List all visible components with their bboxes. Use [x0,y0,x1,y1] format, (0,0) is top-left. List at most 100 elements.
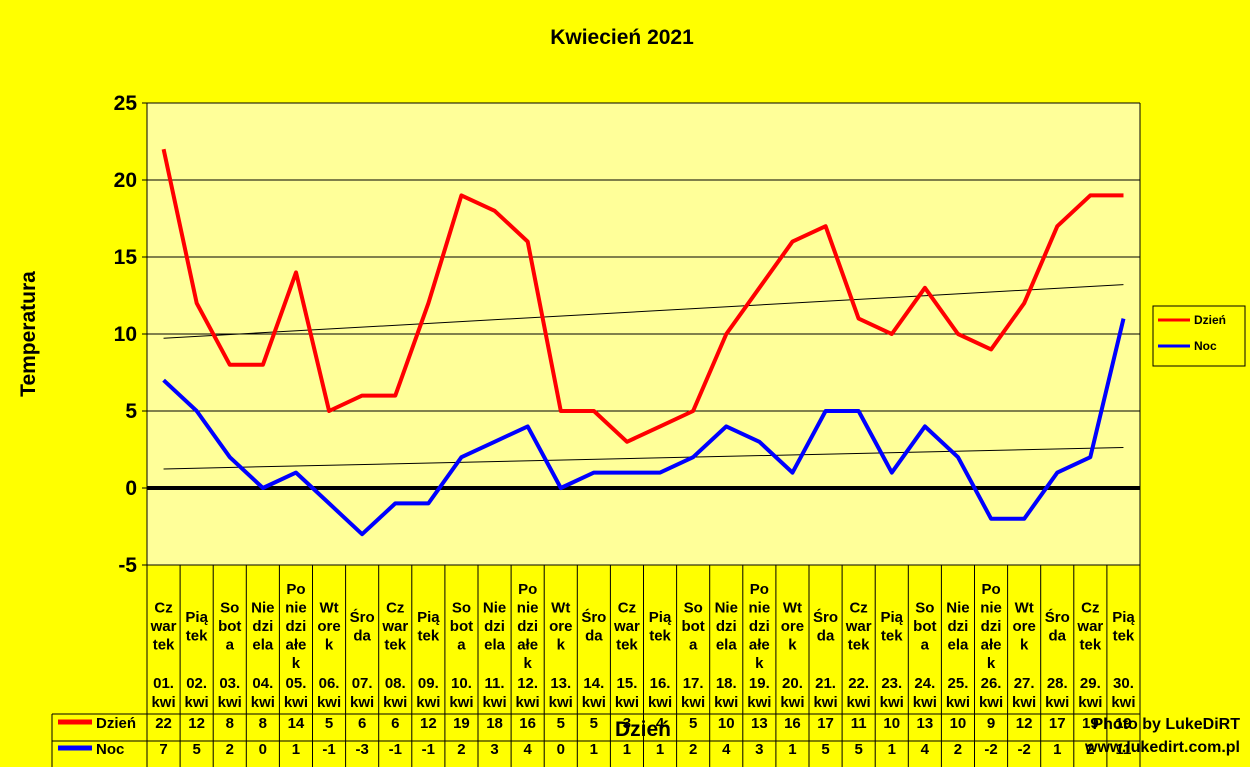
data-label: 4 [921,741,930,758]
x-tick-label-date: 07. [352,675,373,692]
x-tick-label-day: dzi [981,618,1002,635]
data-label: 12 [420,715,437,732]
x-tick-label-date: 08. [385,675,406,692]
x-tick-label-day: Cz [386,600,404,617]
x-tick-label-date: kwi [416,694,440,711]
x-tick-label-day: Po [286,581,305,598]
x-tick-label-date: 24. [914,675,935,692]
x-tick-label-date: 30. [1113,675,1134,692]
x-tick-label-day: ela [484,637,506,654]
data-label: 10 [718,715,735,732]
table-row-label: Dzień [96,715,136,732]
x-tick-label-day: nie [285,600,307,617]
data-label: 16 [784,715,801,732]
chart-title: Kwiecień 2021 [550,26,694,49]
x-tick-label-day: tek [848,637,870,654]
x-tick-label-day: tek [1113,627,1135,644]
x-tick-label-date: 22. [848,675,869,692]
x-tick-label-date: kwi [714,694,738,711]
x-tick-label-day: a [457,637,466,654]
x-tick-label-date: 27. [1014,675,1035,692]
data-label: 8 [226,715,234,732]
x-tick-label-day: Śro [813,608,838,626]
x-tick-label-date: kwi [350,694,374,711]
data-label: -1 [422,741,435,758]
data-label: 8 [259,715,267,732]
x-tick-label-day: Cz [154,600,172,617]
x-tick-label-day: dzi [286,618,307,635]
x-tick-label-day: Nie [483,600,506,617]
x-tick-label-date: kwi [151,694,175,711]
x-tick-label-date: kwi [780,694,804,711]
x-tick-label-date: kwi [1078,694,1102,711]
y-axis-ticks: -5 0 5 10 15 20 25 [114,92,1141,577]
x-tick-label-date: 02. [186,675,207,692]
data-label: 1 [788,741,796,758]
x-tick-label-date: 26. [981,675,1002,692]
data-label: -3 [355,741,368,758]
x-tick-label-date: kwi [284,694,308,711]
x-tick-label-day: Cz [618,600,636,617]
x-tick-label-date: kwi [1012,694,1036,711]
y-tick-label: -5 [118,554,137,577]
trendline [163,446,1124,470]
y-tick-label: 0 [125,477,137,500]
x-tick-label-date: kwi [317,694,341,711]
y-tick-label: 5 [125,400,137,423]
x-tick-label-date: kwi [847,694,871,711]
legend-label: Dzień [1194,313,1226,327]
data-label: 1 [623,741,631,758]
data-label: 1 [888,741,896,758]
x-tick-label-date: 29. [1080,675,1101,692]
x-tick-label-day: war [845,618,872,635]
x-tick-label-day: Śro [581,608,606,626]
data-label: -2 [984,741,997,758]
x-tick-label-date: kwi [449,694,473,711]
x-tick-label-date: 05. [286,675,307,692]
data-label: 5 [325,715,333,732]
data-label: 2 [689,741,697,758]
x-tick-label-day: ałe [286,637,307,654]
x-tick-label-day: Pią [880,609,903,626]
data-label: 5 [192,741,200,758]
data-label: 22 [155,715,172,732]
x-tick-label-day: Po [518,581,537,598]
data-label: 1 [656,741,664,758]
y-tick-label: 25 [114,92,138,115]
data-label: 5 [590,715,598,732]
x-tick-label-date: kwi [880,694,904,711]
x-tick-label-day: Cz [849,600,867,617]
x-tick-label-day: Śro [350,608,375,626]
data-label: 1 [1053,741,1061,758]
x-tick-label-date: kwi [185,694,209,711]
data-label: 6 [358,715,366,732]
data-label: 19 [1082,715,1099,732]
x-tick-label-date: kwi [218,694,242,711]
legend-label: Noc [1194,339,1217,353]
x-tick-label-day: a [921,637,930,654]
x-tick-label-date: kwi [1045,694,1069,711]
x-tick-label-date: kwi [615,694,639,711]
x-tick-label-day: bot [913,618,936,635]
x-tick-label-date: kwi [979,694,1003,711]
data-label: 4 [656,715,665,732]
x-tick-label-day: Wt [1015,600,1034,617]
watermark: Photo by LukeDiRT www.lukedirt.com.pl [1084,716,1240,756]
data-label: 14 [288,715,305,732]
x-tick-label-date: 09. [418,675,439,692]
legend-box [1152,305,1246,367]
data-label: 3 [755,741,763,758]
x-tick-label-day: bot [681,618,704,635]
x-tick-label-day: bot [450,618,473,635]
data-label: 5 [821,741,829,758]
x-tick-label-day: Nie [251,600,274,617]
x-tick-label-day: tek [418,627,440,644]
x-tick-label-day: Po [981,581,1000,598]
data-label: 7 [159,741,167,758]
x-tick-label-date: kwi [516,694,540,711]
x-tick-label-day: k [1020,637,1029,654]
data-label: 5 [557,715,565,732]
data-label: -1 [322,741,335,758]
data-label: 5 [689,715,697,732]
